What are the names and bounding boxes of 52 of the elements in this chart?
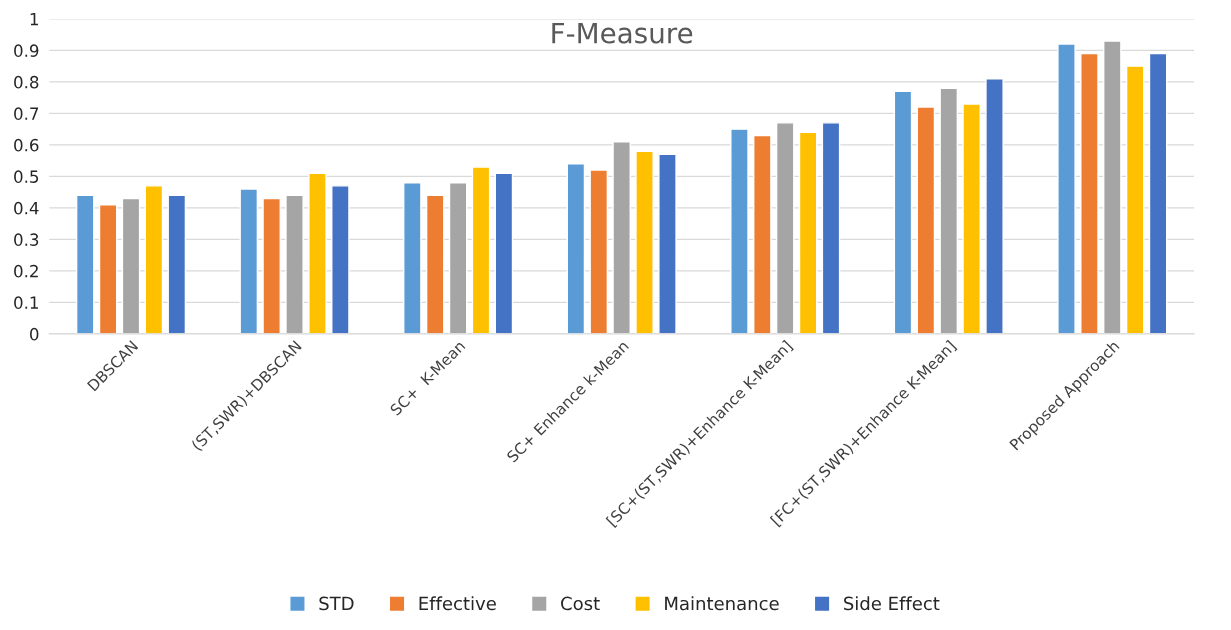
bar xyxy=(448,182,468,334)
y-tick-label: 0.4 xyxy=(14,201,39,215)
bar xyxy=(471,166,491,334)
bar xyxy=(1148,52,1168,334)
bar xyxy=(612,141,631,334)
bar xyxy=(285,194,304,334)
bar xyxy=(494,172,514,334)
legend-label: STD xyxy=(319,596,354,611)
bar xyxy=(589,169,609,334)
y-tick-label: 0.8 xyxy=(14,75,39,89)
y-tick-label: 0.9 xyxy=(14,44,39,57)
bar xyxy=(821,122,841,334)
legend-label: Cost xyxy=(561,596,600,611)
y-tick-label: 0.5 xyxy=(14,170,39,183)
y-tick-label: 0 xyxy=(30,327,39,341)
bar xyxy=(730,128,749,334)
bar xyxy=(916,106,936,334)
bar xyxy=(753,134,772,334)
y-tick-label: 0.1 xyxy=(14,296,38,309)
bar xyxy=(1125,65,1145,334)
legend-label: Effective xyxy=(419,596,496,611)
bar xyxy=(262,197,281,334)
bar xyxy=(962,103,981,334)
bar xyxy=(939,87,959,334)
y-tick-label: 0.2 xyxy=(14,264,38,278)
y-tick-label: 0.7 xyxy=(14,107,39,120)
bar xyxy=(75,194,95,334)
y-tick-label: 0.6 xyxy=(14,138,39,152)
bar xyxy=(985,78,1004,334)
bar xyxy=(425,194,445,334)
legend-label: Side Effect xyxy=(844,596,940,611)
bar xyxy=(239,188,259,334)
bar xyxy=(635,150,654,334)
bar xyxy=(403,182,422,334)
bar xyxy=(144,185,164,334)
bar xyxy=(1103,40,1122,334)
bar xyxy=(308,172,327,334)
bar xyxy=(121,197,141,334)
chart-title: F-Measure xyxy=(552,22,693,44)
bar xyxy=(98,204,118,334)
bar xyxy=(775,122,795,334)
bar xyxy=(658,153,677,334)
y-tick-label: 0.3 xyxy=(14,233,39,246)
bar xyxy=(167,194,187,334)
legend-label: Maintenance xyxy=(665,596,779,611)
bar xyxy=(566,163,586,334)
bar xyxy=(798,131,818,334)
bar xyxy=(1057,43,1076,334)
bar xyxy=(331,185,350,334)
bar xyxy=(1080,52,1099,334)
y-tick-label: 1 xyxy=(30,13,38,26)
bar xyxy=(893,90,913,334)
